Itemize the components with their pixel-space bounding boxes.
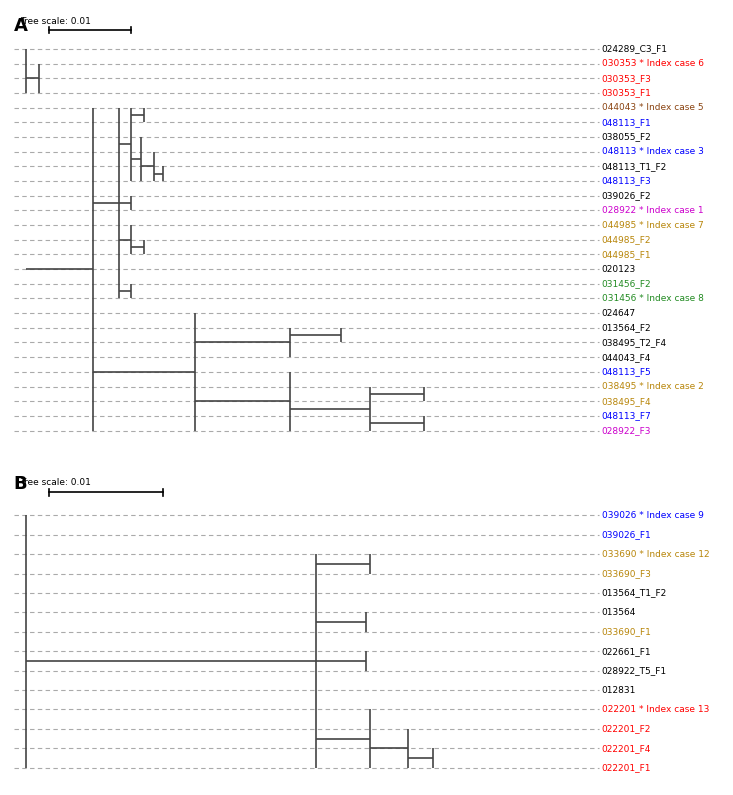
Text: 044043 * Index case 5: 044043 * Index case 5 xyxy=(602,103,704,112)
Text: 044985_F2: 044985_F2 xyxy=(602,235,651,244)
Text: 030353_F1: 030353_F1 xyxy=(602,88,652,98)
Text: 033690_F1: 033690_F1 xyxy=(602,627,652,636)
Text: Tree scale: 0.01: Tree scale: 0.01 xyxy=(20,479,91,487)
Text: 012831: 012831 xyxy=(602,685,636,695)
Text: 048113_F7: 048113_F7 xyxy=(602,411,652,421)
Text: 039026_F2: 039026_F2 xyxy=(602,192,652,200)
Text: 028922 * Index case 1: 028922 * Index case 1 xyxy=(602,206,704,215)
Text: 024289_C3_F1: 024289_C3_F1 xyxy=(602,45,668,53)
Text: 013564: 013564 xyxy=(602,608,636,617)
Text: 039026 * Index case 9: 039026 * Index case 9 xyxy=(602,511,704,520)
Text: 022201_F4: 022201_F4 xyxy=(602,744,651,753)
Text: 022201 * Index case 13: 022201 * Index case 13 xyxy=(602,705,709,714)
Text: 024647: 024647 xyxy=(602,308,636,318)
Text: 044985_F1: 044985_F1 xyxy=(602,250,652,259)
Text: 028922_F3: 028922_F3 xyxy=(602,426,651,435)
Text: 044043_F4: 044043_F4 xyxy=(602,353,651,362)
Text: A: A xyxy=(14,17,28,35)
Text: 038495_F4: 038495_F4 xyxy=(602,397,652,405)
Text: 030353 * Index case 6: 030353 * Index case 6 xyxy=(602,59,704,68)
Text: Tree scale: 0.01: Tree scale: 0.01 xyxy=(20,17,91,26)
Text: 013564_T1_F2: 013564_T1_F2 xyxy=(602,588,667,598)
Text: 031456_F2: 031456_F2 xyxy=(602,279,652,289)
Text: 038055_F2: 038055_F2 xyxy=(602,133,652,142)
Text: 048113_T1_F2: 048113_T1_F2 xyxy=(602,162,667,171)
Text: 020123: 020123 xyxy=(602,265,636,273)
Text: 038495 * Index case 2: 038495 * Index case 2 xyxy=(602,382,704,391)
Text: 044985 * Index case 7: 044985 * Index case 7 xyxy=(602,220,704,230)
Text: B: B xyxy=(14,475,27,493)
Text: 033690_F3: 033690_F3 xyxy=(602,569,652,578)
Text: 013564_F2: 013564_F2 xyxy=(602,324,652,332)
Text: 022661_F1: 022661_F1 xyxy=(602,647,652,656)
Text: 030353_F3: 030353_F3 xyxy=(602,74,652,83)
Text: 048113 * Index case 3: 048113 * Index case 3 xyxy=(602,147,704,157)
Text: 022201_F1: 022201_F1 xyxy=(602,763,651,772)
Text: 048113_F1: 048113_F1 xyxy=(602,118,652,127)
Text: 039026_F1: 039026_F1 xyxy=(602,530,652,539)
Text: 031456 * Index case 8: 031456 * Index case 8 xyxy=(602,294,704,303)
Text: 038495_T2_F4: 038495_T2_F4 xyxy=(602,338,667,347)
Text: 048113_F5: 048113_F5 xyxy=(602,367,652,376)
Text: 033690 * Index case 12: 033690 * Index case 12 xyxy=(602,549,710,559)
Text: 028922_T5_F1: 028922_T5_F1 xyxy=(602,666,667,675)
Text: 022201_F2: 022201_F2 xyxy=(602,724,651,733)
Text: 048113_F3: 048113_F3 xyxy=(602,176,652,185)
